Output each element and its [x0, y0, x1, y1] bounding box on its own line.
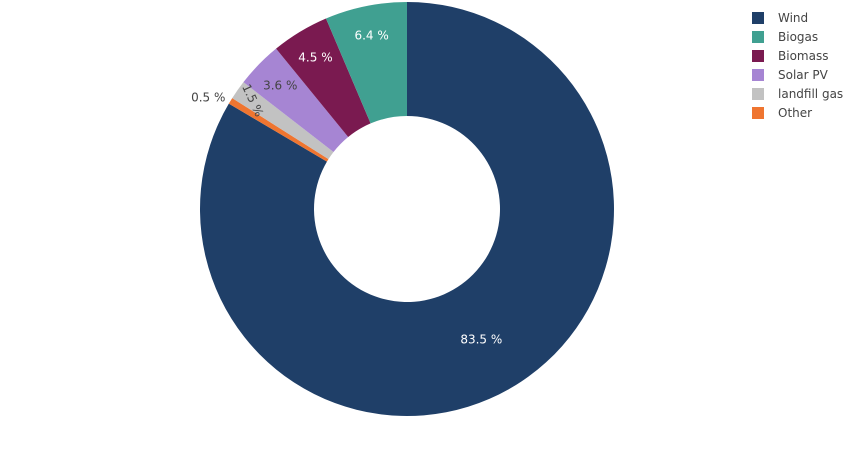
- legend-label: Other: [778, 105, 813, 120]
- legend-swatch: [752, 68, 764, 81]
- slice-biomass[interactable]: [276, 18, 371, 137]
- legend-item-biogas[interactable]: Biogas: [752, 27, 843, 46]
- legend: Wind Biogas Biomass Solar PV landfill ga…: [752, 8, 843, 122]
- legend-item-biomass[interactable]: Biomass: [752, 46, 843, 65]
- slice-biogas[interactable]: [325, 2, 407, 124]
- legend-swatch: [752, 30, 764, 43]
- donut-slices: [200, 2, 614, 416]
- slice-label: 4.5 %: [298, 51, 332, 65]
- slice-label: 83.5 %: [460, 332, 502, 346]
- legend-label: Biogas: [778, 29, 819, 44]
- slice-label: 0.5 %: [191, 91, 225, 105]
- slice-other[interactable]: [228, 98, 329, 162]
- legend-label: Solar PV: [778, 67, 828, 82]
- legend-label: Biomass: [778, 48, 829, 63]
- legend-item-wind[interactable]: Wind: [752, 8, 843, 27]
- legend-item-landfill-gas[interactable]: landfill gas: [752, 84, 843, 103]
- slice-label: 3.6 %: [263, 78, 297, 92]
- slice-solar-pv[interactable]: [243, 48, 349, 152]
- slice-label: 6.4 %: [354, 29, 388, 43]
- slice-wind[interactable]: [200, 2, 614, 416]
- slice-landfill-gas[interactable]: [232, 82, 334, 160]
- legend-label: landfill gas: [778, 86, 844, 101]
- legend-item-solar-pv[interactable]: Solar PV: [752, 65, 843, 84]
- legend-swatch: [752, 106, 764, 119]
- legend-swatch: [752, 11, 764, 24]
- legend-item-other[interactable]: Other: [752, 103, 843, 122]
- legend-label: Wind: [778, 10, 809, 25]
- legend-swatch: [752, 87, 764, 100]
- legend-swatch: [752, 49, 764, 62]
